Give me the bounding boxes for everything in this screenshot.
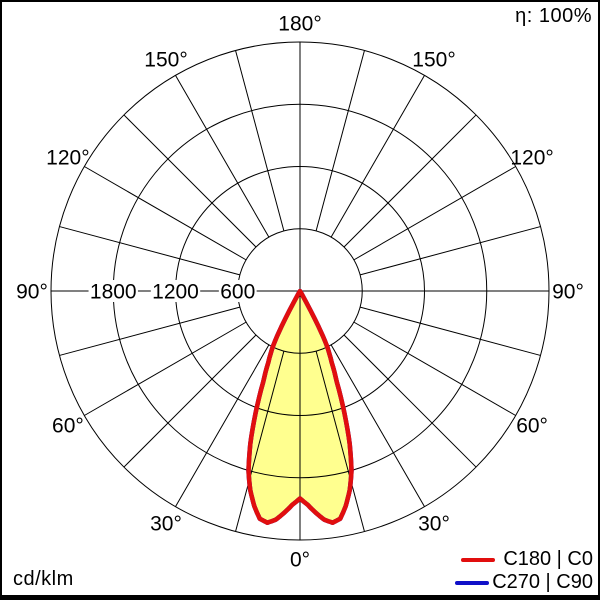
radial-tick-bg: [150, 280, 201, 302]
light-output-ratio-label: η: 100%: [515, 5, 592, 27]
angle-label: 120°: [510, 147, 553, 170]
grid-spoke: [353, 166, 516, 261]
grid-spoke: [343, 334, 477, 468]
grid-spoke: [330, 344, 425, 507]
grid-spoke: [353, 321, 516, 416]
grid-spoke: [175, 75, 270, 238]
radial-tick-bg: [218, 280, 257, 302]
angle-label: 90°: [16, 281, 48, 304]
angle-label: 30°: [418, 513, 450, 536]
grid-spoke: [359, 306, 541, 356]
radial-tick-label: 1200: [152, 281, 199, 304]
legend-line-red-icon: [461, 557, 496, 562]
radial-tick-bg: [88, 280, 138, 302]
angle-label: 90°: [552, 281, 584, 304]
curve-c180-c0: [246, 288, 354, 525]
grid-spoke: [84, 166, 247, 261]
legend-item-c270-c90: C270 | C90: [455, 571, 593, 594]
grid-spoke: [235, 350, 285, 532]
unit-label: cd/klm: [13, 568, 74, 590]
grid-spoke: [330, 75, 425, 238]
grid-spoke: [315, 50, 365, 232]
angle-label: 150°: [144, 48, 187, 71]
legend-label-c270-c90: C270 | C90: [492, 571, 593, 593]
legend-line-blue-icon: [455, 580, 490, 585]
legend-item-c180-c0: C180 | C0: [455, 548, 593, 571]
angle-label: 60°: [52, 415, 84, 438]
radial-tick-label: 1800: [90, 281, 137, 304]
legend-label-c180-c0: C180 | C0: [503, 548, 593, 570]
grid-spoke: [235, 50, 285, 232]
grid-spoke: [123, 334, 257, 468]
radial-tick-label: 600: [220, 281, 255, 304]
legend: C180 | C0 C270 | C90: [455, 548, 593, 594]
grid-spoke: [59, 226, 241, 276]
grid-spoke: [343, 114, 477, 248]
grid-spoke: [59, 306, 241, 356]
grid-spoke: [315, 350, 365, 532]
angle-label: 180°: [278, 13, 321, 36]
angle-label: 120°: [46, 147, 89, 170]
angle-label: 30°: [150, 513, 182, 536]
grid-spoke: [123, 114, 257, 248]
grid-spoke: [175, 344, 270, 507]
angle-label: 60°: [516, 415, 548, 438]
angle-label: 0°: [290, 549, 310, 572]
grid-spoke: [359, 226, 541, 276]
grid-spoke: [84, 321, 247, 416]
angle-label: 150°: [412, 48, 455, 71]
